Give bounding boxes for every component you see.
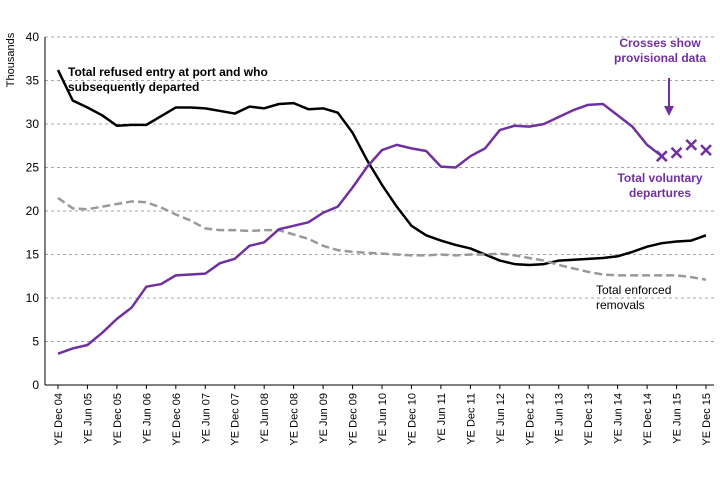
- x-tick-label: YE Jun 10: [377, 393, 389, 444]
- x-tick-label: YE Jun 11: [436, 393, 448, 443]
- x-tick-label: YE Dec 04: [53, 393, 65, 446]
- x-tick-label: YE Dec 12: [524, 393, 536, 446]
- x-tick-label: YE Dec 07: [230, 393, 242, 446]
- y-tick-label: 5: [32, 335, 39, 349]
- y-tick-label: 40: [26, 30, 40, 44]
- x-tick-label: YE Dec 13: [583, 393, 595, 446]
- x-tick-label: YE Dec 14: [642, 393, 654, 446]
- x-tick-label: YE Jun 15: [672, 393, 684, 444]
- annotation: Total refused entry at port and who: [68, 65, 268, 79]
- y-axis-label: Thousands: [5, 32, 17, 87]
- provisional-cross: [655, 150, 668, 163]
- series-line: [57, 196, 707, 281]
- y-tick-label: 30: [26, 117, 40, 131]
- annotation: Crosses show: [619, 36, 701, 50]
- x-tick-label: YE Jun 08: [259, 393, 271, 444]
- x-tick-label: YE Jun 13: [554, 393, 566, 444]
- annotation: departures: [629, 186, 691, 200]
- x-tick-label: YE Dec 09: [348, 393, 360, 446]
- x-tick-label: YE Dec 05: [112, 393, 124, 446]
- x-tick-label: YE Jun 07: [200, 393, 212, 444]
- y-tick-label: 15: [26, 248, 40, 262]
- y-tick-label: 35: [26, 74, 40, 88]
- x-tick-label: YE Dec 08: [289, 393, 301, 446]
- y-tick-label: 20: [26, 204, 40, 218]
- annotation: provisional data: [614, 51, 706, 65]
- x-tick-label: YE Dec 10: [406, 393, 418, 446]
- x-tick-label: YE Dec 06: [171, 393, 183, 446]
- y-tick-label: 25: [26, 161, 40, 175]
- annotation: Total voluntary: [617, 171, 702, 185]
- provisional-cross: [685, 138, 698, 151]
- y-tick-label: 10: [26, 291, 40, 305]
- annotation: Total enforced: [596, 283, 671, 297]
- x-tick-label: YE Jun 06: [141, 393, 153, 444]
- x-tick-label: YE Jun 14: [613, 393, 625, 444]
- series-line: [57, 102, 663, 355]
- annotation: subsequently departed: [68, 80, 199, 94]
- x-tick-label: YE Dec 15: [701, 393, 713, 446]
- x-tick-label: YE Jun 05: [82, 393, 94, 444]
- x-tick-label: YE Jun 09: [318, 393, 330, 444]
- x-tick-label: YE Dec 11: [465, 393, 477, 445]
- annotation-arrowhead: [664, 106, 674, 116]
- annotation: removals: [596, 298, 645, 312]
- provisional-cross: [700, 144, 712, 156]
- provisional-cross: [670, 146, 683, 159]
- y-tick-label: 0: [32, 378, 39, 392]
- x-tick-label: YE Jun 12: [495, 393, 507, 444]
- series-line: [56, 69, 707, 267]
